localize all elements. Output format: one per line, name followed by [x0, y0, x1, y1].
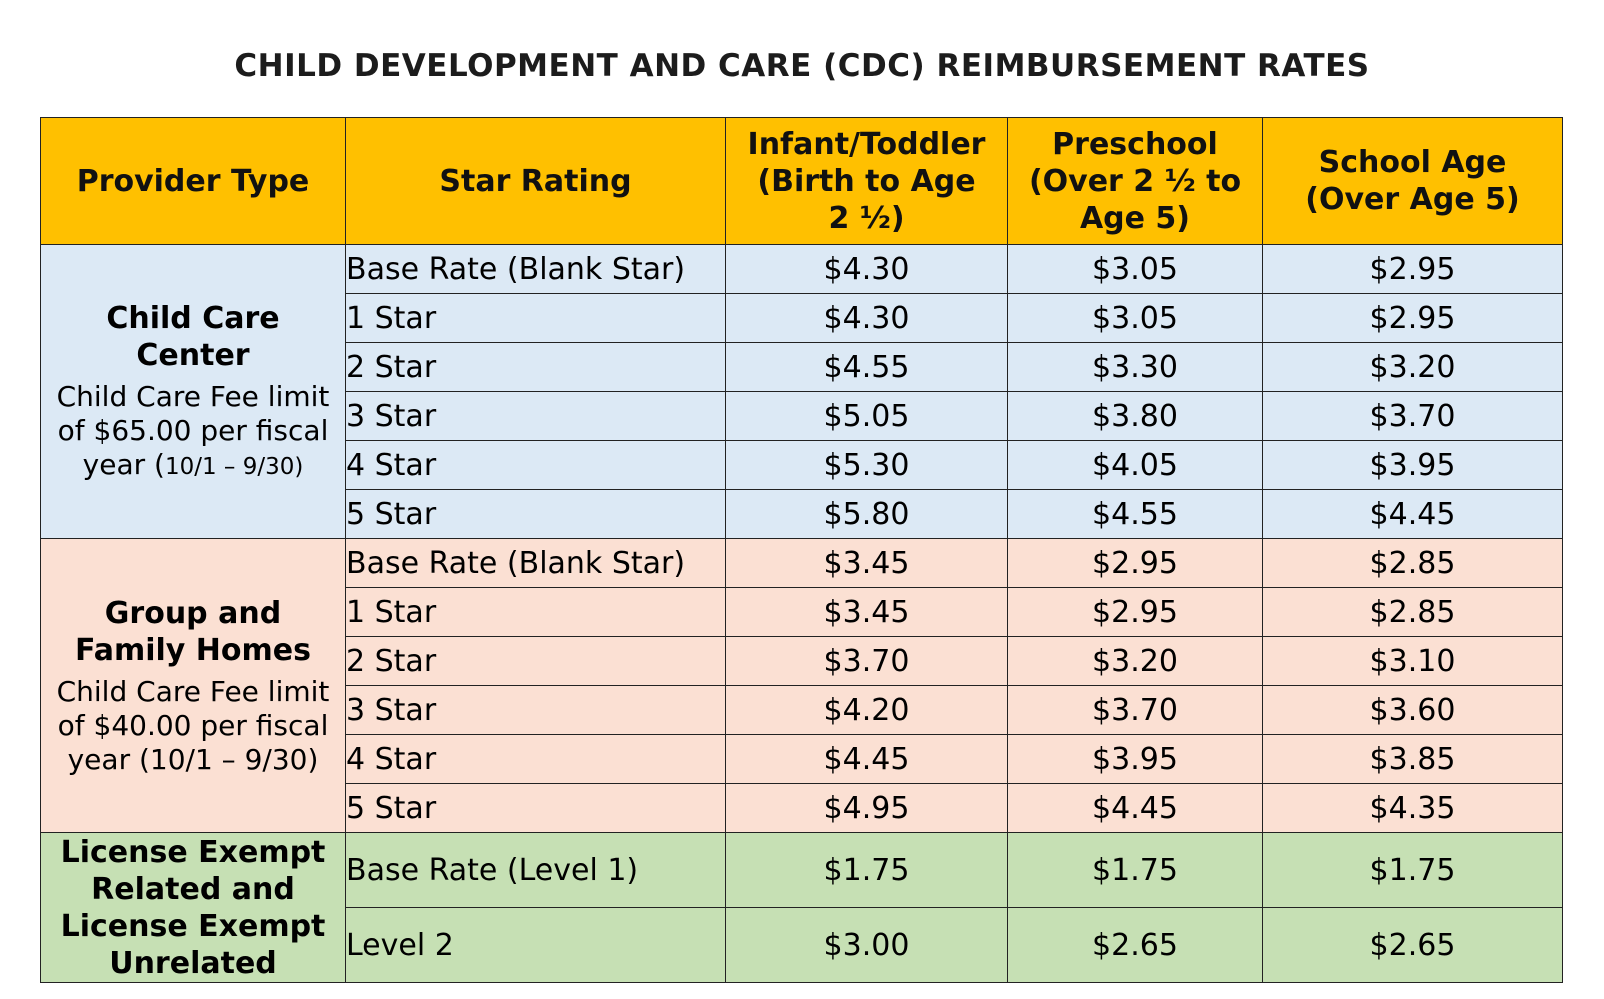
star-rating-cell: Level 2	[345, 907, 726, 983]
infant-rate-cell: $3.45	[725, 538, 1008, 588]
provider-name: License Exempt Related and License Exemp…	[60, 834, 326, 981]
infant-rate-cell: $4.20	[725, 685, 1008, 735]
table-row: Child Care Center Child Care Fee limit o…	[40, 244, 1563, 539]
infant-rate-cell: $3.00	[725, 907, 1008, 983]
star-rating-cell: 1 Star	[345, 293, 726, 343]
infant-rate-cell: $5.05	[725, 391, 1008, 441]
preschool-rate-cell: $2.95	[1007, 587, 1263, 637]
school-age-rate-cell: $2.65	[1262, 907, 1563, 983]
header-infant-toddler: Infant/Toddler (Birth to Age 2 ½)	[725, 117, 1008, 245]
star-rating-cell: Base Rate (Level 1)	[345, 832, 726, 908]
star-rating-cell: Base Rate (Blank Star)	[345, 244, 726, 294]
star-rating-cell: 5 Star	[345, 783, 726, 833]
star-rating-cell: 2 Star	[345, 342, 726, 392]
provider-fee-note: Child Care Fee limit of $65.00 per fisca…	[56, 379, 330, 481]
table-row: 2 Star $3.70 $3.20 $3.10	[40, 636, 1563, 686]
preschool-rate-cell: $2.95	[1007, 538, 1263, 588]
infant-rate-cell: $4.30	[725, 244, 1008, 294]
preschool-rate-cell: $3.05	[1007, 244, 1263, 294]
school-age-rate-cell: $3.10	[1262, 636, 1563, 686]
infant-rate-cell: $1.75	[725, 832, 1008, 908]
rates-table: Provider Type Star Rating Infant/Toddler…	[40, 117, 1563, 983]
provider-name: Child Care Center	[106, 300, 280, 373]
school-age-rate-cell: $3.60	[1262, 685, 1563, 735]
provider-name: Group and Family Homes	[75, 595, 311, 668]
header-provider-type: Provider Type	[40, 117, 346, 245]
preschool-rate-cell: $3.70	[1007, 685, 1263, 735]
school-age-rate-cell: $2.95	[1262, 293, 1563, 343]
preschool-rate-cell: $3.95	[1007, 734, 1263, 784]
star-rating-cell: 5 Star	[345, 489, 726, 539]
star-rating-cell: 4 Star	[345, 440, 726, 490]
preschool-rate-cell: $3.80	[1007, 391, 1263, 441]
infant-rate-cell: $3.45	[725, 587, 1008, 637]
preschool-rate-cell: $2.65	[1007, 907, 1263, 983]
infant-rate-cell: $4.30	[725, 293, 1008, 343]
school-age-rate-cell: $4.35	[1262, 783, 1563, 833]
star-rating-cell: Base Rate (Blank Star)	[345, 538, 726, 588]
provider-license-exempt: License Exempt Related and License Exemp…	[40, 832, 346, 983]
provider-fee-note: Child Care Fee limit of $40.00 per fisca…	[56, 674, 330, 776]
preschool-rate-cell: $3.05	[1007, 293, 1263, 343]
preschool-rate-cell: $4.55	[1007, 489, 1263, 539]
school-age-rate-cell: $3.85	[1262, 734, 1563, 784]
page-title: CHILD DEVELOPMENT AND CARE (CDC) REIMBUR…	[234, 48, 1370, 84]
infant-rate-cell: $4.55	[725, 342, 1008, 392]
table-row: 1 Star $4.30 $3.05 $2.95	[40, 293, 1563, 343]
header-star-rating: Star Rating	[345, 117, 726, 245]
star-rating-cell: 3 Star	[345, 391, 726, 441]
table-row: Group and Family Homes Child Care Fee li…	[40, 538, 1563, 833]
school-age-rate-cell: $3.95	[1262, 440, 1563, 490]
table-row: License Exempt Related and License Exemp…	[40, 832, 1563, 983]
preschool-rate-cell: $1.75	[1007, 832, 1263, 908]
header-row: Provider Type Star Rating Infant/Toddler…	[40, 117, 1563, 245]
preschool-rate-cell: $3.30	[1007, 342, 1263, 392]
provider-group-family-homes: Group and Family Homes Child Care Fee li…	[40, 538, 346, 833]
school-age-rate-cell: $1.75	[1262, 832, 1563, 908]
provider-child-care-center: Child Care Center Child Care Fee limit o…	[40, 244, 346, 539]
star-rating-cell: 1 Star	[345, 587, 726, 637]
school-age-rate-cell: $2.85	[1262, 587, 1563, 637]
star-rating-cell: 2 Star	[345, 636, 726, 686]
infant-rate-cell: $5.30	[725, 440, 1008, 490]
infant-rate-cell: $5.80	[725, 489, 1008, 539]
school-age-rate-cell: $4.45	[1262, 489, 1563, 539]
header-school-age: School Age (Over Age 5)	[1262, 117, 1563, 245]
infant-rate-cell: $4.95	[725, 783, 1008, 833]
infant-rate-cell: $4.45	[725, 734, 1008, 784]
table-row: 4 Star $4.45 $3.95 $3.85	[40, 734, 1563, 784]
star-rating-cell: 4 Star	[345, 734, 726, 784]
star-rating-cell: 3 Star	[345, 685, 726, 735]
infant-rate-cell: $3.70	[725, 636, 1008, 686]
preschool-rate-cell: $4.45	[1007, 783, 1263, 833]
school-age-rate-cell: $2.85	[1262, 538, 1563, 588]
header-preschool: Preschool (Over 2 ½ to Age 5)	[1007, 117, 1263, 245]
school-age-rate-cell: $3.20	[1262, 342, 1563, 392]
preschool-rate-cell: $3.20	[1007, 636, 1263, 686]
preschool-rate-cell: $4.05	[1007, 440, 1263, 490]
school-age-rate-cell: $2.95	[1262, 244, 1563, 294]
school-age-rate-cell: $3.70	[1262, 391, 1563, 441]
